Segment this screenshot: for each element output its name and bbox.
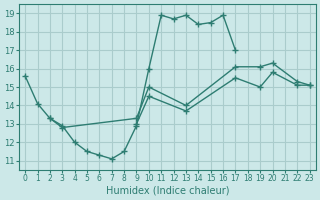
X-axis label: Humidex (Indice chaleur): Humidex (Indice chaleur) <box>106 186 229 196</box>
